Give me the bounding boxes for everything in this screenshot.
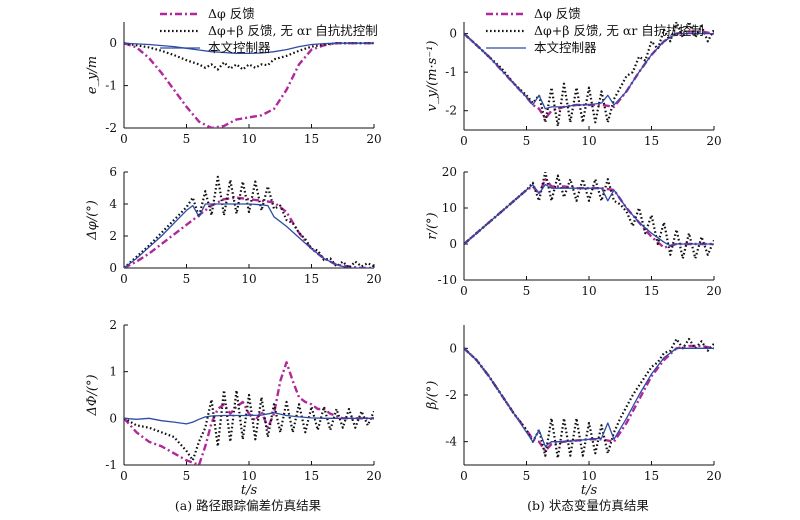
x-tick-label: 10 — [241, 132, 256, 146]
caption-b: (b) 状态变量仿真结果 — [527, 498, 649, 513]
series-line-dashdot — [124, 361, 374, 465]
series-group — [124, 361, 374, 465]
x-axis-label: t/s — [581, 483, 598, 498]
y-tick-label: 10 — [442, 201, 457, 215]
series-line-solid — [464, 183, 714, 247]
y-tick-label: 2 — [109, 318, 117, 332]
x-tick-label: 20 — [706, 284, 721, 298]
series-line-dotted — [464, 337, 714, 460]
y-tick-label: 6 — [109, 165, 117, 179]
panel-ey: 0 5 10 15 20 -2 -1 0 e_y/m — [85, 22, 382, 146]
x-tick-label: 10 — [581, 469, 596, 483]
x-tick-label: 10 — [581, 284, 596, 298]
x-tick-label: 5 — [183, 132, 191, 146]
y-tick-label: -1 — [445, 65, 457, 79]
y-tick-label: 0 — [109, 261, 117, 275]
y-tick-label: -2 — [105, 121, 117, 135]
x-tick-label: 10 — [241, 469, 256, 483]
y-tick-label: 20 — [442, 165, 457, 179]
y-tick-label: 0 — [109, 36, 117, 50]
series-line-solid — [124, 412, 374, 425]
x-tick-label: 0 — [120, 272, 128, 286]
series-line-solid — [464, 347, 714, 447]
y-axis-label: r/(°) — [425, 212, 440, 239]
x-tick-label: 20 — [366, 272, 381, 286]
series-line-dotted — [124, 389, 374, 462]
legend-label: 本文控制器 — [208, 40, 271, 55]
x-tick-label: 0 — [120, 469, 128, 483]
x-tick-label: 20 — [706, 134, 721, 148]
series-group — [464, 172, 714, 260]
x-tick-label: 0 — [460, 134, 468, 148]
x-tick-label: 15 — [644, 284, 659, 298]
y-tick-label: 4 — [109, 197, 117, 211]
series-group — [464, 337, 714, 460]
x-tick-label: 5 — [183, 272, 191, 286]
series-line-solid — [464, 32, 714, 110]
series-line-dotted — [464, 22, 714, 128]
legend-label: 本文控制器 — [534, 40, 597, 55]
y-tick-label: 1 — [109, 365, 117, 379]
caption-a: (a) 路径跟踪偏差仿真结果 — [175, 498, 322, 513]
series-line-dashdot — [464, 344, 714, 453]
y-axis-label: Δφ/(°) — [85, 200, 100, 241]
panel-beta: 0 5 10 15 20 -4 -2 0 β/(°) — [425, 325, 722, 483]
y-tick-label: -10 — [438, 273, 457, 287]
y-tick-label: 0 — [449, 27, 457, 41]
series-line-dashdot — [124, 42, 374, 128]
x-tick-label: 15 — [304, 469, 319, 483]
series-group — [124, 175, 374, 268]
series-group — [464, 22, 714, 128]
x-tick-label: 20 — [706, 469, 721, 483]
y-tick-label: -1 — [105, 79, 117, 93]
y-axis-label: v_y/(m·s⁻¹) — [425, 41, 440, 112]
y-tick-label: 2 — [109, 229, 117, 243]
series-line-dotted — [124, 42, 374, 71]
y-axis-label: e_y/m — [85, 56, 100, 94]
x-tick-label: 10 — [241, 272, 256, 286]
y-tick-label: -1 — [105, 458, 117, 472]
x-axis-label: t/s — [241, 483, 258, 498]
x-tick-label: 0 — [460, 284, 468, 298]
y-tick-label: 0 — [449, 237, 457, 251]
series-line-dotted — [464, 172, 714, 260]
series-line-dotted — [124, 175, 374, 268]
x-tick-label: 15 — [644, 134, 659, 148]
x-tick-label: 15 — [304, 132, 319, 146]
x-tick-label: 10 — [581, 134, 596, 148]
legend-label: Δφ 反馈 — [534, 6, 581, 21]
y-axis-label: ΔΦ/(°) — [85, 374, 100, 416]
series-line-solid — [124, 203, 374, 268]
x-tick-label: 5 — [523, 284, 531, 298]
series-group — [124, 42, 374, 128]
y-tick-label: 0 — [449, 341, 457, 355]
y-tick-label: -2 — [445, 104, 457, 118]
panel-vy: 0 5 10 15 20 -2 -1 0 v_y/(m·s⁻¹) — [425, 22, 722, 148]
x-tick-label: 20 — [366, 469, 381, 483]
x-tick-label: 0 — [460, 469, 468, 483]
legend-label: Δφ+β 反馈, 无 αr 自抗扰控制 — [208, 23, 378, 38]
legend-label: Δφ 反馈 — [208, 6, 255, 21]
x-tick-label: 15 — [644, 469, 659, 483]
x-tick-label: 0 — [120, 132, 128, 146]
series-line-dashdot — [464, 178, 714, 249]
x-tick-label: 5 — [183, 469, 191, 483]
x-tick-label: 5 — [523, 134, 531, 148]
y-tick-label: 0 — [109, 411, 117, 425]
legend-label: Δφ+β 反馈, 无 αr 自抗扰控制 — [534, 23, 704, 38]
x-tick-label: 15 — [304, 272, 319, 286]
panel-dphi: 0 5 10 15 20 0 2 4 6 Δφ/(°) — [85, 165, 382, 286]
x-tick-label: 5 — [523, 469, 531, 483]
y-tick-label: -4 — [445, 435, 457, 449]
y-axis-label: β/(°) — [425, 381, 440, 411]
x-tick-label: 20 — [366, 132, 381, 146]
y-tick-label: -2 — [445, 388, 457, 402]
